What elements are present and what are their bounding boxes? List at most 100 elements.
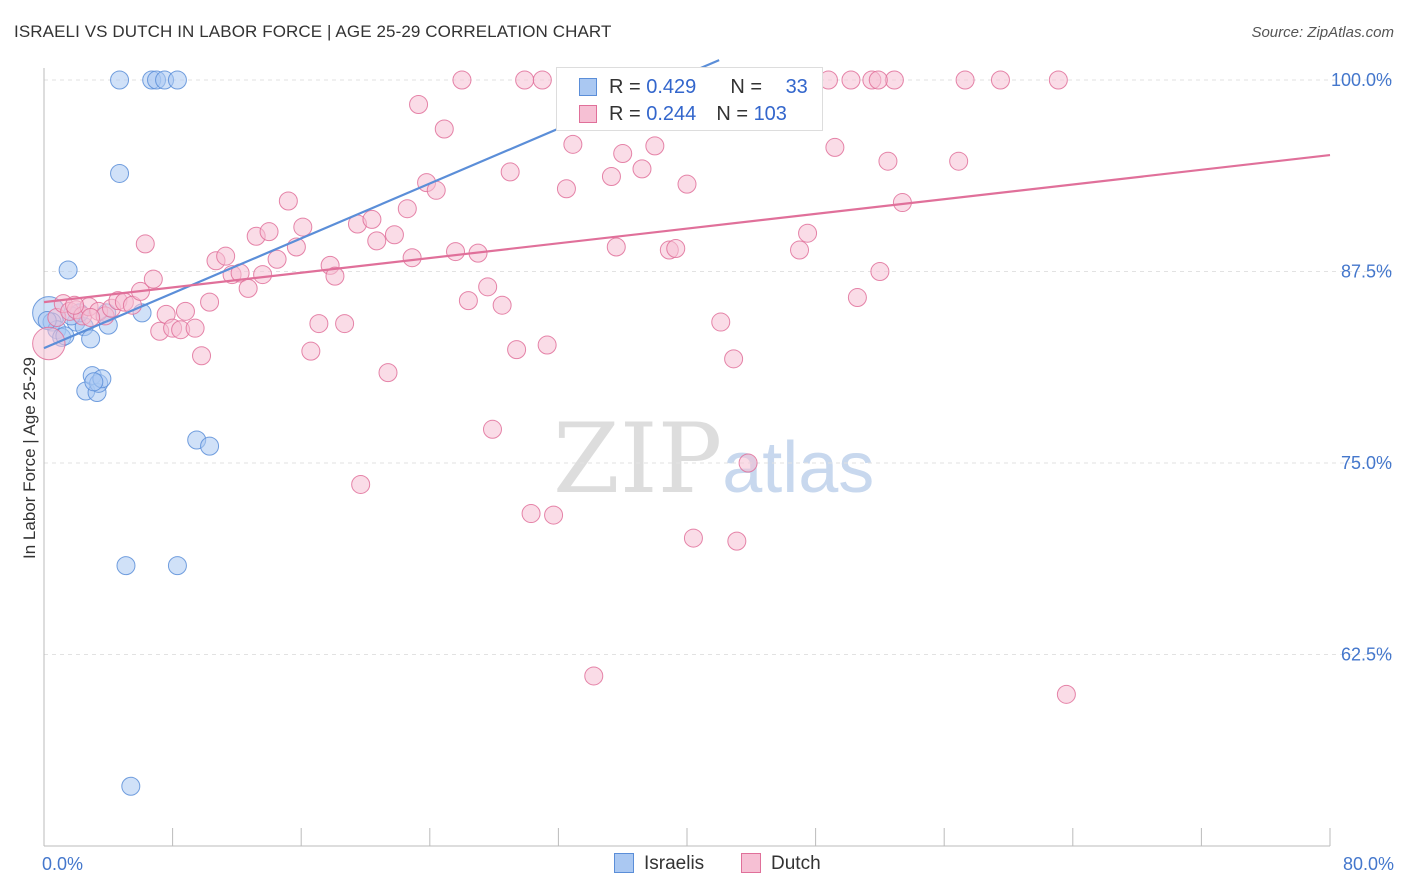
stats-r-value: 0.244	[646, 103, 697, 125]
data-point-dutch	[1048, 70, 1068, 90]
y-tick-label: 62.5%	[1341, 645, 1392, 665]
stats-row-israelis: R = 0.429 N = 33	[579, 73, 808, 101]
data-point-dutch	[1056, 684, 1076, 704]
data-point-dutch	[878, 151, 898, 171]
data-point-dutch	[798, 223, 818, 243]
data-point-dutch	[81, 307, 101, 327]
stats-r-label: R =	[609, 103, 647, 125]
data-point-dutch	[397, 199, 417, 219]
data-point-dutch	[841, 70, 861, 90]
data-point-dutch	[847, 288, 867, 308]
x-tick-label: 80.0%	[1343, 854, 1394, 874]
data-point-dutch	[601, 167, 621, 187]
data-point-dutch	[683, 528, 703, 548]
data-point-israelis	[167, 556, 187, 576]
trend-line-dutch	[43, 153, 1331, 304]
data-point-dutch	[458, 291, 478, 311]
data-point-dutch	[711, 312, 731, 332]
stats-n-label: N =	[716, 103, 754, 125]
data-point-israelis	[58, 260, 78, 280]
data-point-dutch	[868, 70, 888, 90]
data-point-dutch	[677, 174, 697, 194]
data-point-israelis	[167, 70, 187, 90]
data-point-dutch	[259, 222, 279, 242]
data-point-dutch	[738, 453, 758, 473]
data-point-dutch	[402, 248, 422, 268]
legend-label-dutch: Dutch	[771, 853, 821, 874]
gridlines	[44, 79, 1394, 655]
data-point-dutch	[790, 240, 810, 260]
stats-box: R = 0.429 N = 33 R = 0.244 N = 103	[556, 67, 823, 131]
data-point-dutch	[409, 95, 429, 115]
stats-n-value: 33	[785, 76, 808, 98]
data-point-dutch	[727, 531, 747, 551]
data-point-dutch	[335, 314, 355, 334]
data-point-dutch	[500, 162, 520, 182]
data-point-dutch	[143, 269, 163, 289]
data-point-dutch	[175, 301, 195, 321]
stats-swatch-israelis	[579, 78, 597, 96]
data-point-dutch	[446, 242, 466, 262]
x-ticks	[43, 828, 1331, 846]
chart-source: Source: ZipAtlas.com	[1251, 24, 1394, 41]
data-point-dutch	[955, 70, 975, 90]
data-point-dutch	[606, 237, 626, 257]
data-point-dutch	[482, 419, 502, 439]
data-point-dutch	[521, 504, 541, 524]
data-point-dutch	[666, 239, 686, 259]
data-point-dutch	[32, 326, 66, 361]
data-point-dutch	[185, 318, 205, 338]
data-point-dutch	[478, 277, 498, 297]
data-point-dutch	[65, 295, 85, 315]
data-point-dutch	[515, 70, 535, 90]
data-point-dutch	[563, 134, 583, 154]
data-point-dutch	[724, 349, 744, 369]
legend-item-dutch: Dutch	[741, 852, 821, 876]
data-point-dutch	[362, 209, 382, 229]
data-point-dutch	[532, 70, 552, 90]
data-point-dutch	[507, 340, 527, 360]
chart-title: ISRAELI VS DUTCH IN LABOR FORCE | AGE 25…	[14, 22, 612, 41]
data-point-israelis	[121, 776, 141, 796]
data-point-israelis	[81, 329, 101, 349]
legend-swatch-israelis	[614, 853, 634, 873]
x-tick-label: 0.0%	[42, 854, 83, 874]
data-point-israelis	[200, 436, 220, 456]
data-point-dutch	[253, 265, 273, 285]
data-point-dutch	[434, 119, 454, 139]
data-point-dutch	[492, 295, 512, 315]
data-point-dutch	[613, 144, 633, 164]
data-point-dutch	[293, 217, 313, 237]
stats-n-value: 103	[753, 103, 787, 125]
data-point-dutch	[870, 262, 890, 281]
x-tick-labels: 0.0% 80.0%	[42, 854, 1394, 874]
data-point-israelis	[116, 556, 136, 576]
y-tick-label: 100.0%	[1331, 70, 1392, 90]
legend-item-israelis: Israelis	[614, 852, 704, 876]
stats-n-label: N =	[730, 76, 768, 98]
data-point-dutch	[452, 70, 472, 90]
data-point-dutch	[192, 346, 212, 366]
data-point-dutch	[216, 246, 236, 266]
data-point-dutch	[584, 666, 604, 686]
data-point-dutch	[537, 335, 557, 355]
data-point-dutch	[645, 136, 665, 156]
data-point-israelis	[110, 70, 130, 90]
data-point-dutch	[200, 292, 220, 312]
data-point-dutch	[544, 505, 564, 525]
series-dutch-points	[32, 70, 1076, 704]
data-point-dutch	[949, 151, 969, 171]
stats-r-label: R =	[609, 76, 647, 98]
data-point-dutch	[384, 225, 404, 245]
data-point-dutch	[135, 234, 155, 254]
stats-swatch-dutch	[579, 105, 597, 123]
data-point-dutch	[278, 191, 298, 211]
data-point-dutch	[367, 231, 387, 251]
data-point-dutch	[267, 249, 287, 269]
data-point-dutch	[309, 314, 329, 334]
data-point-dutch	[556, 179, 576, 199]
data-point-dutch	[825, 137, 845, 157]
data-point-dutch	[325, 266, 345, 286]
data-point-dutch	[632, 159, 652, 179]
